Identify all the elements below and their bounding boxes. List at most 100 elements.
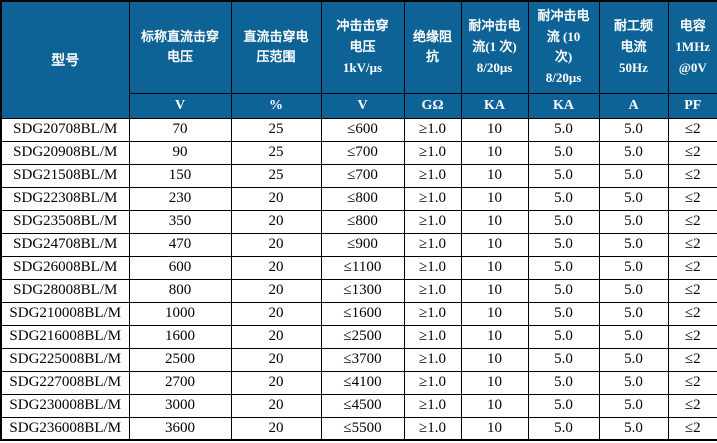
- value-cell: 20: [230, 324, 322, 349]
- value-cell: 10: [460, 209, 529, 234]
- unit-header-1: V: [128, 92, 232, 119]
- header-row-titles: 型号 标称直流击穿 电压 直流击穿电 压范围 冲击击穿 电压 1kV/μs 绝缘阻 抗…: [0, 0, 717, 119]
- value-cell: 20: [230, 278, 322, 303]
- value-cell: 20: [230, 416, 322, 441]
- value-cell: ≤1300: [320, 278, 405, 303]
- value-cell: 5.0: [527, 370, 600, 395]
- model-cell: SDG26008BL/M: [0, 255, 130, 280]
- table-row: SDG210008BL/M 1000 20 ≤1600 ≥1.0 10 5.0 5.0 ≤2: [0, 301, 717, 326]
- value-cell: ≤4500: [320, 393, 405, 418]
- column-header-5: 耐冲击电 流(1 次) 8/20μs: [460, 0, 529, 94]
- value-cell: 800: [128, 278, 232, 303]
- value-cell: 5.0: [527, 416, 600, 441]
- model-cell: SDG216008BL/M: [0, 324, 130, 349]
- value-cell: ≤2: [667, 117, 717, 142]
- value-cell: 5.0: [598, 209, 669, 234]
- value-cell: ≤900: [320, 232, 405, 257]
- table-header: 型号 标称直流击穿 电压 直流击穿电 压范围 冲击击穿 电压 1kV/μs 绝缘阻 抗…: [0, 0, 717, 119]
- value-cell: ≤800: [320, 186, 405, 211]
- column-header-1: 标称直流击穿 电压: [128, 0, 232, 94]
- value-cell: 1000: [128, 301, 232, 326]
- table-row: SDG230008BL/M 3000 20 ≤4500 ≥1.0 10 5.0 5.0 ≤2: [0, 393, 717, 418]
- value-cell: 10: [460, 301, 529, 326]
- value-cell: 5.0: [527, 324, 600, 349]
- model-cell: SDG23508BL/M: [0, 209, 130, 234]
- column-header-8: 电容 1MHz @0V: [667, 0, 717, 94]
- value-cell: ≤3700: [320, 347, 405, 372]
- value-cell: 10: [460, 232, 529, 257]
- value-cell: ≤2: [667, 370, 717, 395]
- value-cell: ≤2: [667, 393, 717, 418]
- value-cell: ≤1600: [320, 301, 405, 326]
- value-cell: ≤2: [667, 140, 717, 165]
- model-cell: SDG28008BL/M: [0, 278, 130, 303]
- table-row: SDG227008BL/M 2700 20 ≤4100 ≥1.0 10 5.0 5.0 ≤2: [0, 370, 717, 395]
- value-cell: 5.0: [527, 278, 600, 303]
- value-cell: 5.0: [527, 393, 600, 418]
- column-header-model: 型号: [0, 0, 130, 119]
- table-row: SDG23508BL/M 350 20 ≤800 ≥1.0 10 5.0 5.0 ≤2: [0, 209, 717, 234]
- column-header-7: 耐工频 电流 50Hz: [598, 0, 669, 94]
- value-cell: 5.0: [598, 140, 669, 165]
- value-cell: ≥1.0: [403, 163, 462, 188]
- value-cell: ≥1.0: [403, 393, 462, 418]
- value-cell: 150: [128, 163, 232, 188]
- value-cell: 5.0: [527, 301, 600, 326]
- unit-header-2: %: [230, 92, 322, 119]
- value-cell: ≤2: [667, 324, 717, 349]
- header-row-units: V% V GΩ KA KA A PF: [1, 92, 717, 119]
- value-cell: 5.0: [527, 255, 600, 280]
- value-cell: 470: [128, 232, 232, 257]
- unit-header-8: PF: [667, 92, 717, 119]
- value-cell: 5.0: [527, 117, 600, 142]
- value-cell: 20: [230, 347, 322, 372]
- value-cell: ≥1.0: [403, 140, 462, 165]
- value-cell: ≤2: [667, 347, 717, 372]
- value-cell: 10: [460, 117, 529, 142]
- column-header-2: 直流击穿电 压范围: [230, 0, 322, 94]
- value-cell: 350: [128, 209, 232, 234]
- value-cell: 1600: [128, 324, 232, 349]
- value-cell: 5.0: [598, 278, 669, 303]
- value-cell: ≥1.0: [403, 255, 462, 280]
- value-cell: 2700: [128, 370, 232, 395]
- value-cell: 600: [128, 255, 232, 280]
- model-cell: SDG227008BL/M: [0, 370, 130, 395]
- table-body: SDG20708BL/M 70 25 ≤600 ≥1.0 10 5.0 5.0 ≤2 SDG209…: [0, 117, 717, 441]
- value-cell: 10: [460, 163, 529, 188]
- value-cell: 5.0: [598, 393, 669, 418]
- value-cell: 25: [230, 163, 322, 188]
- value-cell: 5.0: [527, 209, 600, 234]
- value-cell: 20: [230, 370, 322, 395]
- value-cell: 5.0: [598, 232, 669, 257]
- value-cell: 10: [460, 370, 529, 395]
- value-cell: ≤2: [667, 301, 717, 326]
- value-cell: 10: [460, 255, 529, 280]
- column-header-6: 耐冲击电 流 (10 次) 8/20μs: [527, 0, 600, 94]
- value-cell: 20: [230, 209, 322, 234]
- value-cell: ≤2: [667, 416, 717, 441]
- value-cell: 5.0: [527, 232, 600, 257]
- value-cell: 20: [230, 186, 322, 211]
- value-cell: 5.0: [598, 416, 669, 441]
- model-cell: SDG225008BL/M: [0, 347, 130, 372]
- model-cell: SDG24708BL/M: [0, 232, 130, 257]
- model-cell: SDG20908BL/M: [0, 140, 130, 165]
- unit-header-4: GΩ: [403, 92, 462, 119]
- value-cell: 20: [230, 255, 322, 280]
- value-cell: ≥1.0: [403, 416, 462, 441]
- value-cell: ≤1100: [320, 255, 405, 280]
- model-cell: SDG210008BL/M: [0, 301, 130, 326]
- value-cell: 5.0: [598, 163, 669, 188]
- column-header-4: 绝缘阻 抗: [403, 0, 462, 94]
- value-cell: 25: [230, 117, 322, 142]
- value-cell: ≥1.0: [403, 370, 462, 395]
- model-cell: SDG230008BL/M: [0, 393, 130, 418]
- value-cell: ≤2: [667, 255, 717, 280]
- table-row: SDG236008BL/M 3600 20 ≤5500 ≥1.0 10 5.0 5.0 ≤2: [0, 416, 717, 441]
- value-cell: ≥1.0: [403, 278, 462, 303]
- value-cell: 5.0: [598, 255, 669, 280]
- model-cell: SDG22308BL/M: [0, 186, 130, 211]
- value-cell: 5.0: [527, 186, 600, 211]
